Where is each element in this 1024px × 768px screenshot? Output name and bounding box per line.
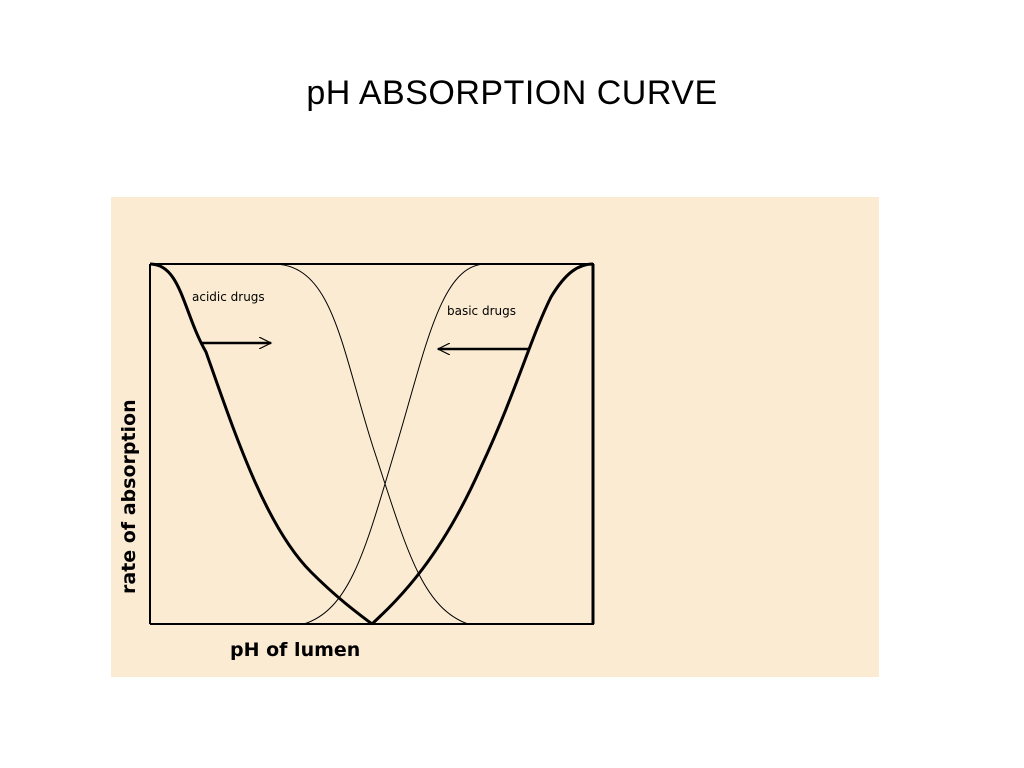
diagram-panel: acidic drugs basic drugs pH of lumen rat… xyxy=(111,197,879,677)
acidic-drugs-label: acidic drugs xyxy=(192,290,265,304)
absorption-diagram: acidic drugs basic drugs pH of lumen rat… xyxy=(118,262,595,661)
basic-drugs-curve xyxy=(370,262,594,626)
x-axis-title: pH of lumen xyxy=(230,639,360,661)
thin-falling-curve xyxy=(272,263,469,625)
slide-title: pH ABSORPTION CURVE xyxy=(306,74,718,112)
y-axis-title: rate of absorption xyxy=(118,399,140,594)
basic-drugs-label: basic drugs xyxy=(447,304,516,318)
acidic-drugs-curve xyxy=(149,262,373,626)
thin-rising-curve xyxy=(303,263,487,625)
